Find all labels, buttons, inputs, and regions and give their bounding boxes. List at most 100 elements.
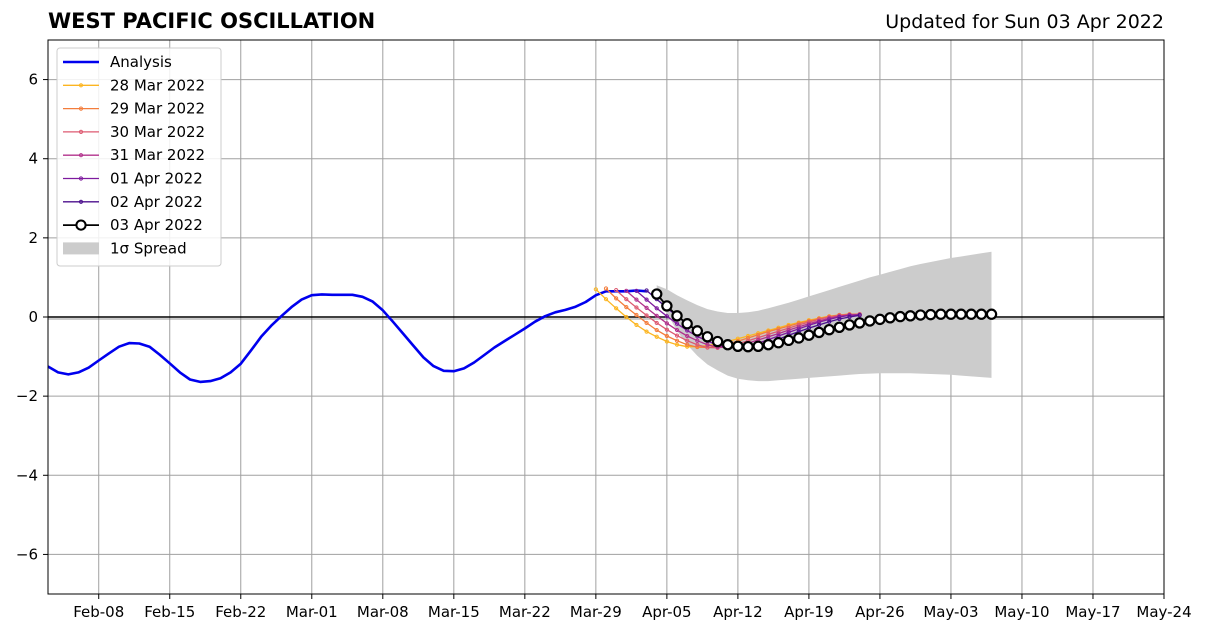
- forecast-point: [847, 314, 852, 320]
- x-tick-label: May-17: [1065, 603, 1120, 621]
- legend-marker: [78, 153, 84, 158]
- legend-label: 28 Mar 2022: [110, 76, 205, 94]
- forecast-point: [756, 335, 761, 340]
- forecast-point: [644, 329, 649, 334]
- y-tick-label: 4: [28, 150, 38, 168]
- forecast-point: [803, 329, 815, 341]
- legend-label: Analysis: [110, 53, 172, 71]
- analysis-line: [47, 289, 647, 384]
- forecast-point: [837, 316, 842, 322]
- forecast-series: [651, 288, 998, 353]
- forecast-point: [833, 321, 846, 333]
- forecast-point: [624, 305, 629, 310]
- forecast-point: [685, 333, 690, 339]
- x-tick-label: Mar-22: [499, 603, 551, 621]
- forecast-point: [695, 338, 700, 343]
- forecast-point: [654, 313, 659, 318]
- forecast-point: [624, 314, 629, 320]
- x-tick-label: May-10: [994, 603, 1049, 621]
- legend-label: 02 Apr 2022: [110, 193, 203, 211]
- x-tick-label: Apr-19: [784, 603, 834, 621]
- forecast-point: [701, 331, 714, 343]
- legend-label: 31 Mar 2022: [110, 146, 205, 164]
- legend-marker: [78, 199, 84, 204]
- x-tick-label: Apr-26: [855, 603, 905, 621]
- legend-marker: [78, 176, 84, 181]
- legend-marker: [78, 106, 84, 111]
- forecast-point: [827, 319, 832, 324]
- forecast-point: [654, 327, 659, 333]
- forecast-point: [793, 332, 805, 344]
- forecast-point: [823, 323, 835, 336]
- forecast-point: [711, 335, 724, 348]
- y-tick-label: 2: [28, 229, 38, 247]
- forecast-point: [654, 320, 659, 326]
- legend-box: [56, 47, 222, 267]
- forecast-point: [664, 327, 669, 332]
- legend-label: 29 Mar 2022: [110, 100, 205, 118]
- x-tick-label: May-24: [1136, 603, 1191, 621]
- x-tick-label: Feb-15: [144, 603, 195, 621]
- forecast-point: [762, 339, 775, 351]
- forecast-point: [813, 326, 825, 339]
- forecast-point: [664, 314, 669, 319]
- forecast-point: [975, 308, 988, 320]
- forecast-point: [644, 297, 649, 302]
- forecast-point: [603, 297, 609, 302]
- forecast-point: [603, 286, 609, 291]
- forecast-point: [624, 288, 629, 293]
- forecast-point: [914, 309, 927, 321]
- forecast-point: [853, 317, 866, 329]
- forecast-point: [732, 340, 744, 352]
- forecast-point: [904, 310, 917, 322]
- forecast-point: [924, 308, 937, 321]
- forecast-point: [685, 342, 690, 347]
- forecast-point: [985, 308, 998, 320]
- forecast-point: [816, 322, 822, 328]
- forecast-point: [614, 287, 619, 293]
- forecast-point: [776, 329, 781, 334]
- forecast-point: [634, 322, 639, 328]
- forecast-point: [674, 342, 680, 347]
- forecast-point: [945, 308, 957, 320]
- y-tick-label: 0: [28, 308, 38, 326]
- forecast-point: [614, 296, 619, 301]
- y-tick-label: −4: [16, 466, 38, 484]
- legend-label: 1σ Spread: [110, 239, 187, 257]
- forecast-point: [857, 313, 862, 318]
- forecast-point: [722, 339, 734, 351]
- legend-label: 01 Apr 2022: [110, 170, 203, 188]
- forecast-point: [664, 333, 669, 339]
- forecast-point: [664, 339, 669, 344]
- y-tick-label: −2: [16, 387, 38, 405]
- forecast-point: [776, 326, 781, 331]
- forecast-point: [695, 342, 700, 347]
- y-tick-label: −6: [16, 545, 38, 563]
- x-tick-label: Mar-29: [570, 603, 622, 621]
- chart-title: WEST PACIFIC OSCILLATION: [48, 9, 376, 33]
- forecast-point: [624, 297, 629, 302]
- forecast-point: [654, 334, 659, 339]
- forecast-point: [735, 336, 740, 341]
- forecast-point: [935, 308, 947, 320]
- forecast-point: [766, 332, 771, 337]
- legend-marker: [78, 129, 84, 134]
- forecast-point: [843, 319, 856, 331]
- forecast-point: [644, 305, 649, 310]
- forecast-point: [634, 312, 639, 318]
- forecast-point: [742, 340, 754, 353]
- forecast-point: [654, 306, 659, 311]
- forecast-point: [671, 310, 683, 322]
- forecast-point: [664, 321, 669, 326]
- forecast-point: [674, 333, 680, 338]
- x-tick-label: Mar-15: [428, 603, 480, 621]
- forecast-point: [874, 313, 886, 326]
- forecast-point: [776, 331, 781, 336]
- forecast-point: [674, 327, 680, 333]
- forecast-point: [661, 300, 673, 312]
- forecast-point: [614, 306, 619, 311]
- forecast-point: [965, 308, 977, 320]
- forecast-point: [644, 288, 649, 293]
- forecast-point: [752, 340, 764, 352]
